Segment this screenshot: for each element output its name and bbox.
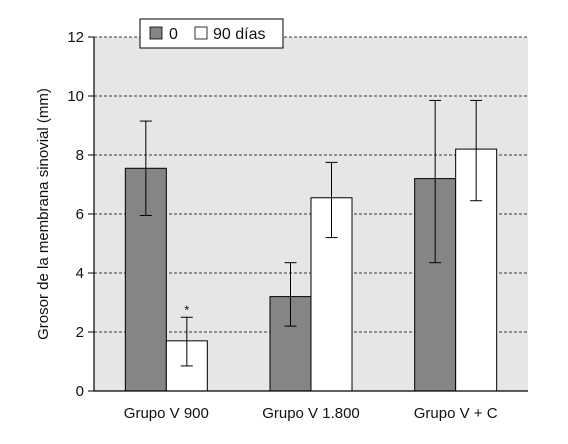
y-tick-label: 10 (67, 88, 84, 105)
y-tick-label: 2 (76, 324, 84, 341)
legend: 0 90 días (139, 18, 284, 49)
y-axis-label: Grosor de la membrana sinovial (mm) (35, 88, 52, 340)
legend-swatch-1 (194, 26, 208, 40)
legend-box (139, 18, 284, 49)
x-tick-label: Grupo V 1.800 (262, 405, 360, 422)
y-tick-label: 0 (76, 383, 84, 400)
legend-swatch-0 (149, 26, 163, 40)
legend-label-0: 0 (169, 26, 178, 43)
x-tick-label: Grupo V + C (414, 405, 498, 422)
y-ticks: 0 2 4 6 8 10 12 (67, 29, 94, 400)
legend-label-1: 90 días (213, 26, 265, 43)
y-tick-label: 12 (67, 29, 84, 46)
x-ticks: Grupo V 900 Grupo V 1.800 Grupo V + C (124, 405, 498, 422)
y-tick-label: 6 (76, 206, 84, 223)
y-tick-label: 4 (76, 265, 84, 282)
significance-marker: * (184, 302, 189, 317)
bars: * (124, 99, 498, 392)
y-tick-label: 8 (76, 147, 84, 164)
x-tick-label: Grupo V 900 (124, 405, 209, 422)
